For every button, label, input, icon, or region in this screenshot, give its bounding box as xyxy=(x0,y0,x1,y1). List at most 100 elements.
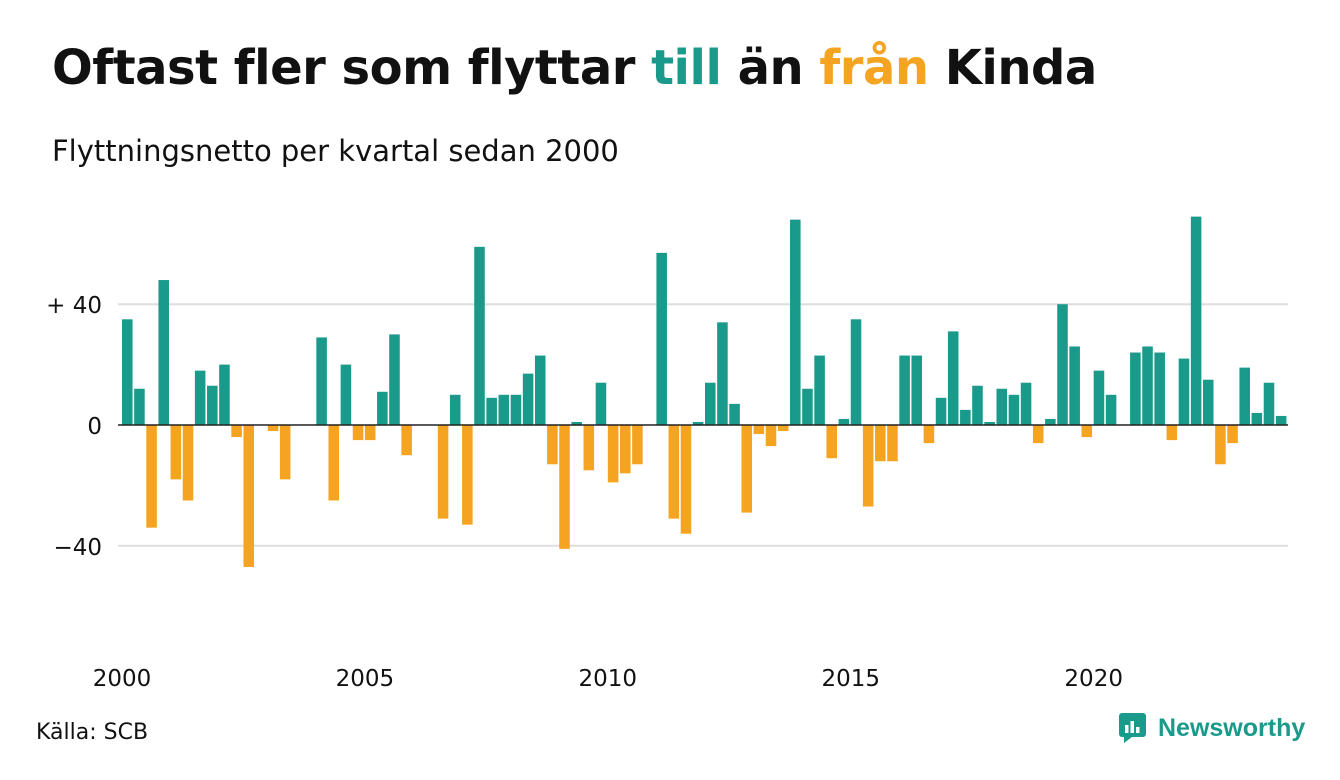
bar xyxy=(1190,216,1202,425)
bar xyxy=(668,425,680,519)
bar xyxy=(814,355,825,425)
bar xyxy=(279,425,291,480)
bar xyxy=(802,388,813,425)
bar xyxy=(753,425,765,435)
y-tick-label: + 40 xyxy=(46,293,102,319)
bar xyxy=(838,418,850,425)
bar xyxy=(996,388,1008,425)
x-tick-label: 2020 xyxy=(1064,666,1123,692)
bar xyxy=(960,409,971,425)
bar xyxy=(1008,394,1020,425)
bar xyxy=(474,246,485,425)
chart-title: Oftast fler som flyttar till än från Kin… xyxy=(52,40,1097,96)
y-tick-label: 0 xyxy=(87,414,102,440)
bar xyxy=(765,425,777,447)
bar xyxy=(862,425,874,507)
newsworthy-chart-icon xyxy=(1119,713,1146,743)
bar xyxy=(498,394,510,425)
bar xyxy=(486,397,497,425)
bar xyxy=(134,388,145,425)
bar xyxy=(911,355,923,425)
bar xyxy=(947,331,959,425)
bar xyxy=(449,394,461,425)
bar xyxy=(1045,418,1056,425)
bar xyxy=(437,425,449,519)
bar xyxy=(1227,425,1238,444)
bar xyxy=(607,425,619,483)
bar xyxy=(680,425,692,534)
bar xyxy=(705,382,716,425)
bar xyxy=(559,425,570,549)
bar xyxy=(571,421,582,425)
bar xyxy=(972,385,983,425)
bar xyxy=(401,425,412,456)
bar xyxy=(984,421,995,425)
bar xyxy=(583,425,595,471)
bar xyxy=(1215,425,1226,465)
bar xyxy=(717,322,728,425)
bar xyxy=(219,364,230,425)
title-highlight-out: från xyxy=(819,40,929,96)
bar xyxy=(632,425,643,465)
title-part-2: än xyxy=(721,40,820,96)
bar xyxy=(619,425,631,474)
bar xyxy=(1154,352,1165,425)
bar xyxy=(1275,415,1287,425)
x-tick-labels: 2000 2005 2010 2015 2020 xyxy=(93,666,1123,692)
bar xyxy=(790,219,801,425)
bar xyxy=(194,370,206,425)
source-note: Källa: SCB xyxy=(36,720,149,745)
bar xyxy=(122,319,133,425)
bar xyxy=(1105,394,1117,425)
bar xyxy=(1069,346,1080,425)
bar xyxy=(1239,367,1250,425)
bar xyxy=(243,425,255,567)
bar xyxy=(352,425,364,441)
x-tick-label: 2010 xyxy=(579,666,638,692)
bar xyxy=(729,403,740,425)
bar xyxy=(1263,382,1275,425)
bar xyxy=(328,425,340,501)
title-part-1: Oftast fler som flyttar xyxy=(52,40,652,96)
title-part-3: Kinda xyxy=(928,40,1098,96)
bar xyxy=(656,252,667,425)
bar xyxy=(534,355,546,425)
y-tick-label: −40 xyxy=(53,535,102,561)
x-tick-label: 2005 xyxy=(336,666,395,692)
bar xyxy=(462,425,473,525)
bar xyxy=(231,425,242,438)
bar xyxy=(777,425,789,432)
bar xyxy=(692,421,704,425)
bar xyxy=(1202,379,1214,425)
bar xyxy=(875,425,886,462)
y-tick-labels: + 40 0 −40 xyxy=(46,293,102,561)
bar xyxy=(510,394,522,425)
bar xyxy=(1081,425,1093,438)
bar xyxy=(899,355,910,425)
bar xyxy=(1251,412,1263,425)
bar xyxy=(340,364,352,425)
bars xyxy=(122,216,1287,567)
bar xyxy=(267,425,279,432)
bar xyxy=(1130,352,1141,425)
bar xyxy=(1032,425,1044,444)
bar-chart: + 40 0 −40 2000 2005 2010 2015 2020 xyxy=(46,216,1288,692)
bar xyxy=(1178,358,1190,425)
bar xyxy=(935,397,947,425)
bar xyxy=(146,425,157,528)
brand-name: Newsworthy xyxy=(1158,713,1306,742)
brand-logo[interactable]: Newsworthy xyxy=(1118,712,1305,744)
bar xyxy=(377,391,388,425)
bar xyxy=(741,425,752,513)
bar xyxy=(547,425,558,465)
bar xyxy=(826,425,838,459)
bar xyxy=(158,280,169,425)
bar xyxy=(170,425,182,480)
bar xyxy=(316,337,327,425)
bar xyxy=(1166,425,1178,441)
x-tick-label: 2000 xyxy=(93,666,152,692)
bar xyxy=(364,425,376,441)
bar xyxy=(887,425,898,462)
title-highlight-in: till xyxy=(651,40,722,96)
bar xyxy=(923,425,935,444)
